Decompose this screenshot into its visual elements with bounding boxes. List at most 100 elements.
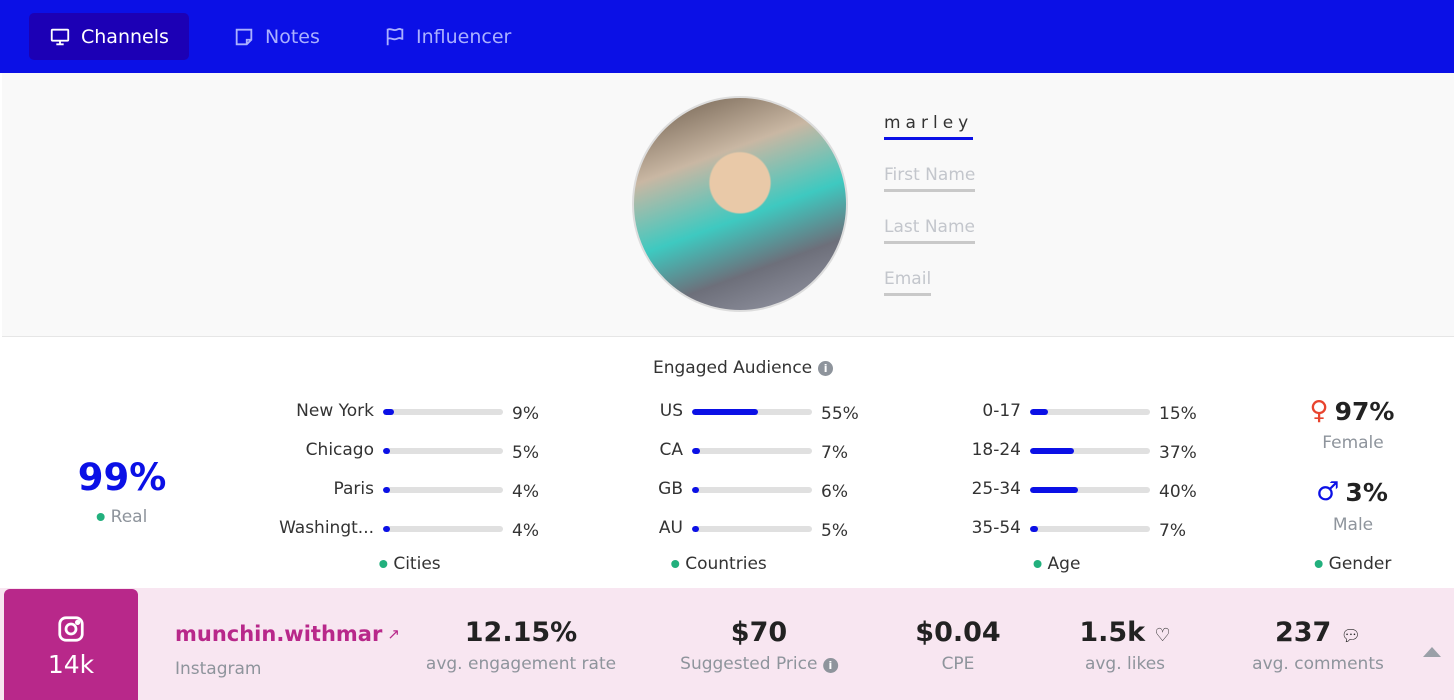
tab-label: Notes	[265, 25, 320, 48]
channel-handle-link[interactable]: munchin.withmar ↗	[175, 622, 400, 646]
bar-fill	[692, 526, 700, 532]
cities-row-bar	[383, 409, 503, 415]
countries-row-label: GB	[658, 479, 683, 499]
metric-cpe: $0.04 CPE	[915, 617, 1000, 674]
female-icon: ♀	[1309, 396, 1329, 426]
label-text: Age	[1047, 554, 1081, 574]
metric-value: $70	[730, 617, 788, 648]
countries-row-label: US	[659, 401, 683, 421]
cities-row-bar	[383, 487, 503, 493]
platform-name: Instagram	[175, 659, 262, 679]
age-row-value: 40%	[1159, 482, 1197, 502]
email-field[interactable]: Email	[884, 269, 932, 296]
gender-label: Gender	[1314, 554, 1392, 574]
bar-fill	[1030, 448, 1075, 454]
cities-row-value: 4%	[512, 482, 539, 502]
metric-value: $0.04	[915, 617, 1001, 648]
follower-count: 14k	[47, 650, 95, 679]
real-percentage: 99%	[77, 456, 167, 499]
countries-row-value: 5%	[821, 521, 848, 541]
age-row-bar	[1030, 526, 1150, 532]
collapse-arrow-icon[interactable]	[1423, 647, 1441, 657]
tab-channels[interactable]: Channels	[29, 13, 189, 60]
metric-engagement-rate: 12.15% avg. engagement rate	[426, 617, 616, 674]
age-row-bar	[1030, 409, 1150, 415]
metric-value: 237	[1274, 617, 1332, 648]
monitor-icon	[50, 28, 70, 45]
channel-handle[interactable]: munchin.withmar	[175, 622, 383, 646]
male-icon: ♂	[1316, 477, 1340, 507]
countries-row-bar	[692, 487, 812, 493]
label-text: Real	[110, 507, 148, 527]
countries-row-label: CA	[659, 440, 684, 460]
countries-row-value: 55%	[821, 404, 859, 424]
tab-label: Channels	[81, 25, 169, 48]
status-dot	[1033, 560, 1042, 568]
tab-influencer[interactable]: Influencer	[364, 13, 531, 60]
first-name-field[interactable]: First Name	[884, 165, 976, 192]
info-icon[interactable]: i	[818, 360, 834, 376]
tab-label: Influencer	[416, 25, 512, 48]
countries-row-bar	[692, 409, 812, 415]
bar-fill	[1030, 526, 1039, 532]
male-value: 3%	[1345, 477, 1388, 507]
tab-notes[interactable]: Notes	[213, 13, 340, 60]
engaged-audience-title: Engaged Audience i	[653, 358, 834, 378]
bar-fill	[692, 448, 701, 454]
instagram-icon	[58, 616, 84, 642]
age-row-value: 15%	[1159, 404, 1197, 424]
top-nav: Channels Notes Influencer	[0, 0, 1454, 73]
bar-fill	[383, 526, 391, 532]
metric-label: avg. comments	[1252, 654, 1384, 674]
status-dot	[379, 560, 388, 568]
male-label: Male	[1332, 515, 1374, 535]
age-row-label: 35-54	[971, 518, 1021, 538]
metric-label: CPE	[941, 654, 975, 674]
metric-suggested-price: $70 Suggested Price i	[680, 617, 838, 674]
last-name-field[interactable]: Last Name	[884, 217, 975, 244]
countries-label: Countries	[671, 554, 767, 574]
real-label: Real	[96, 507, 148, 527]
info-icon[interactable]: i	[822, 658, 838, 673]
label-text: Cities	[393, 554, 441, 574]
age-row-value: 37%	[1159, 443, 1197, 463]
female-value: 97%	[1334, 396, 1395, 426]
metric-avg-comments: 237 💬︎ avg. comments	[1252, 617, 1384, 674]
cities-row-label: Paris	[333, 479, 374, 499]
metric-label: avg. likes	[1084, 654, 1166, 674]
metric-label: Suggested Price	[680, 654, 818, 674]
cities-label: Cities	[379, 554, 441, 574]
status-dot	[1314, 560, 1323, 568]
bar-fill	[383, 409, 394, 415]
note-icon	[235, 28, 253, 45]
external-link-icon[interactable]: ↗	[387, 625, 400, 643]
avatar	[632, 96, 848, 312]
age-row-label: 18-24	[971, 440, 1021, 460]
bar-fill	[692, 409, 758, 415]
metric-value: 12.15%	[464, 617, 578, 648]
metric-label: avg. engagement rate	[425, 654, 617, 674]
bar-fill	[692, 487, 700, 493]
female-stat: ♀ 97%	[1310, 396, 1395, 426]
bar-fill	[383, 448, 391, 454]
username-field[interactable]: marley	[884, 113, 974, 140]
countries-row-bar	[692, 526, 812, 532]
status-dot	[96, 513, 105, 521]
male-stat: ♂ 3%	[1316, 477, 1388, 507]
comment-icon: 💬︎	[1340, 626, 1362, 645]
channel-bar	[0, 588, 1454, 700]
bar-fill	[1030, 409, 1048, 415]
countries-row-label: AU	[658, 518, 683, 538]
metric-avg-likes: 1.5k ♡ avg. likes	[1079, 617, 1170, 674]
bar-fill	[1030, 487, 1078, 493]
metric-value: 1.5k	[1079, 617, 1146, 648]
label-text: Gender	[1328, 554, 1392, 574]
cities-row-bar	[383, 448, 503, 454]
section-title: Engaged Audience	[653, 358, 813, 378]
age-row-bar	[1030, 487, 1150, 493]
instagram-badge[interactable]: 14k	[4, 589, 138, 700]
flag-icon	[386, 27, 404, 45]
heart-icon: ♡	[1154, 625, 1171, 646]
cities-row-bar	[383, 526, 503, 532]
female-label: Female	[1322, 433, 1384, 453]
